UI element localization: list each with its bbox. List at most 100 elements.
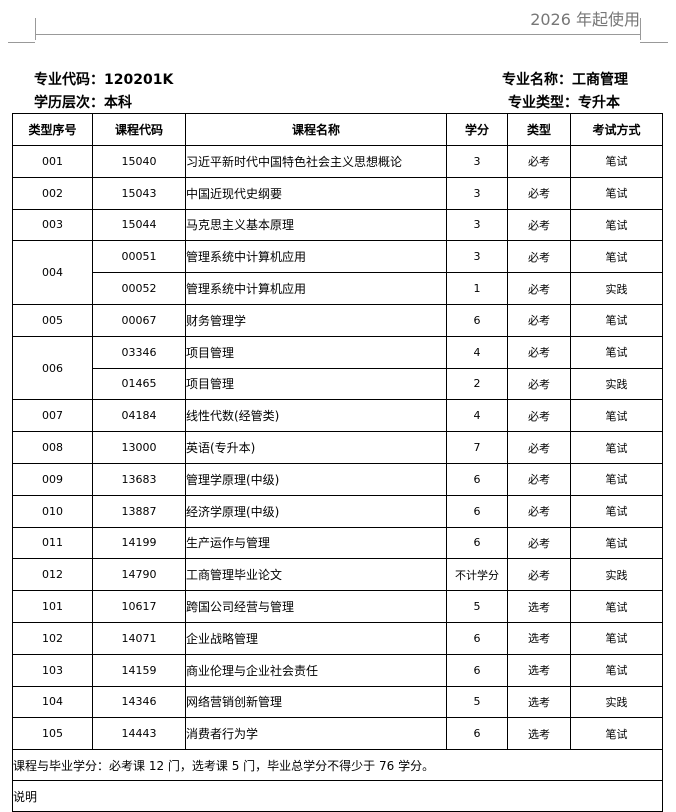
course-code: 15040: [92, 145, 186, 178]
course-name: 经济学原理(中级): [185, 494, 447, 528]
course-type: 选考: [507, 685, 571, 719]
course-type: 必考: [507, 526, 571, 560]
course-name: 项目管理: [185, 335, 447, 369]
course-code: 15043: [92, 176, 186, 210]
course-name: 中国近现代史纲要: [185, 176, 447, 210]
course-name: 网络营销创新管理: [185, 685, 447, 719]
course-row: 005 00067 财务管理学 6 必考 笔试: [12, 303, 663, 337]
course-row: 00052 管理系统中计算机应用 1 必考 实践: [13, 272, 663, 305]
exam-method: 笔试: [570, 621, 663, 655]
course-row: 004 00051 管理系统中计算机应用 3 必考 笔试: [12, 240, 663, 305]
course-name: 工商管理毕业论文: [185, 558, 447, 592]
course-code: 14159: [92, 653, 186, 687]
type-seq: 011: [12, 526, 93, 560]
course-name: 商业伦理与企业社会责任: [185, 653, 447, 687]
course-row: 002 15043 中国近现代史纲要 3 必考 笔试: [12, 176, 663, 210]
credit: 6: [446, 526, 508, 560]
course-code: 04184: [92, 399, 186, 433]
column-header: 类型序号: [12, 113, 93, 146]
course-type: 必考: [507, 431, 571, 464]
level: 学历层次：本科: [34, 95, 132, 111]
course-code: 15044: [92, 208, 186, 242]
type-seq: 002: [12, 176, 93, 210]
course-row: 001 15040 习近平新时代中国特色社会主义思想概论 3 必考 笔试: [12, 145, 663, 178]
credit: 3: [446, 145, 508, 178]
corner-mark: [640, 42, 668, 43]
column-header: 学分: [446, 113, 508, 146]
course-name: 管理学原理(中级): [185, 462, 447, 496]
course-code: 00051: [92, 240, 186, 274]
exam-method: 实践: [570, 272, 663, 305]
exam-method: 笔试: [570, 303, 663, 337]
course-row: 104 14346 网络营销创新管理 5 选考 实践: [12, 685, 663, 719]
type-seq: 105: [12, 717, 93, 751]
course-type: 必考: [507, 303, 571, 337]
credit: 6: [446, 653, 508, 687]
type-seq: 005: [12, 303, 93, 337]
course-type: 必考: [507, 399, 571, 433]
course-row: 105 14443 消费者行为学 6 选考 笔试: [12, 717, 663, 751]
column-header: 课程代码: [92, 113, 186, 146]
course-code: 14071: [92, 621, 186, 655]
column-header: 课程名称: [185, 113, 447, 146]
course-code: 14790: [92, 558, 186, 592]
exam-method: 笔试: [570, 653, 663, 687]
credit-summary: 课程与毕业学分：必考课 12 门，选考课 5 门，毕业总学分不得少于 76 学分…: [12, 749, 663, 782]
type-seq: 103: [12, 653, 93, 687]
course-type: 必考: [507, 176, 571, 210]
exam-method: 笔试: [570, 494, 663, 528]
corner-mark: [35, 18, 36, 40]
credit: 4: [446, 335, 508, 369]
course-code: 13683: [92, 462, 186, 496]
type-seq: 010: [12, 494, 93, 528]
course-code: 14346: [92, 685, 186, 719]
credit: 3: [446, 208, 508, 242]
major-type: 专业类型：专升本: [508, 95, 620, 111]
course-row: 008 13000 英语(专升本) 7 必考 笔试: [12, 431, 663, 464]
type-seq: 102: [12, 621, 93, 655]
course-row: 003 15044 马克思主义基本原理 3 必考 笔试: [12, 208, 663, 242]
type-seq: 004: [12, 240, 93, 305]
note: 说明: [12, 780, 663, 812]
course-code: 10617: [92, 590, 186, 623]
course-name: 习近平新时代中国特色社会主义思想概论: [185, 145, 447, 178]
header-row: 类型序号 课程代码 课程名称 学分 类型 考试方式: [12, 113, 663, 146]
type-seq: 104: [12, 685, 93, 719]
course-type: 必考: [507, 462, 571, 496]
credit: 不计学分: [446, 558, 508, 592]
exam-method: 笔试: [570, 526, 663, 560]
exam-method: 笔试: [570, 240, 663, 274]
type-seq: 001: [12, 145, 93, 178]
credit: 6: [446, 462, 508, 496]
course-type: 选考: [507, 621, 571, 655]
course-name: 马克思主义基本原理: [185, 208, 447, 242]
credit: 4: [446, 399, 508, 433]
credit: 7: [446, 431, 508, 464]
course-type: 必考: [507, 272, 571, 305]
course-code: 01465: [92, 367, 186, 401]
exam-method: 笔试: [570, 208, 663, 242]
credit: 6: [446, 303, 508, 337]
page: 2026 年起使用 专业代码：120201K 专业名称：工商管理 学历层次：本科…: [8, 10, 668, 812]
note-row: 说明: [12, 780, 663, 812]
course-code: 00052: [92, 272, 186, 305]
type-seq: 003: [12, 208, 93, 242]
course-code: 03346: [92, 335, 186, 369]
exam-method: 笔试: [570, 399, 663, 433]
course-type: 选考: [507, 717, 571, 751]
course-row: 006 03346 项目管理 4 必考 笔试: [12, 335, 663, 401]
course-row: 009 13683 管理学原理(中级) 6 必考 笔试: [12, 462, 663, 496]
course-row: 010 13887 经济学原理(中级) 6 必考 笔试: [12, 494, 663, 528]
course-row: 011 14199 生产运作与管理 6 必考 笔试: [12, 526, 663, 560]
corner-mark: [640, 18, 641, 40]
credit: 6: [446, 494, 508, 528]
course-code: 14199: [92, 526, 186, 560]
course-code: 13887: [92, 494, 186, 528]
course-table: 类型序号 课程代码 课程名称 学分 类型 考试方式 001 15040 习近平新时代中国特色社…: [12, 113, 663, 812]
course-row: 103 14159 商业伦理与企业社会责任 6 选考 笔试: [12, 653, 663, 687]
type-seq: 007: [12, 399, 93, 433]
exam-method: 笔试: [570, 431, 663, 464]
course-name: 英语(专升本): [185, 431, 447, 464]
course-row: 01465 项目管理 2 必考 实践: [13, 367, 663, 401]
course-type: 必考: [507, 558, 571, 592]
